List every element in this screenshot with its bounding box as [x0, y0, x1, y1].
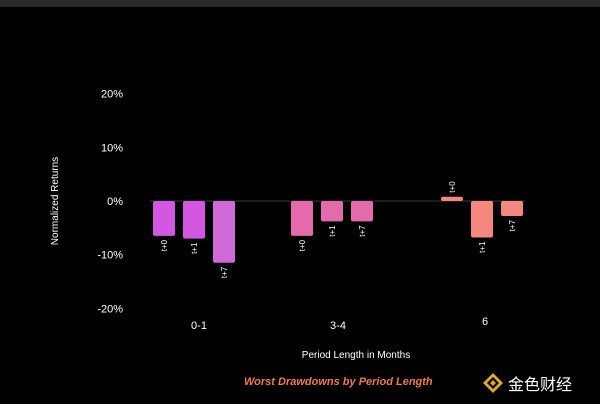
x-group-label: 6 [482, 316, 488, 328]
y-tick-label: 10% [101, 142, 123, 154]
watermark-text: 金色财经 [508, 377, 573, 394]
y-tick-label: 20% [101, 89, 123, 101]
bar [213, 201, 235, 263]
bar-tag-label: t+7 [508, 219, 517, 231]
bar-tag-label: t+7 [358, 225, 367, 237]
x-group-label: 3-4 [330, 320, 346, 332]
y-tick-label: -20% [97, 303, 123, 315]
bar [501, 201, 523, 217]
bar [153, 201, 175, 236]
bar [291, 201, 313, 236]
bar-tag-label: t+1 [478, 241, 487, 253]
golden-finance-logo-icon [483, 373, 503, 393]
bar [471, 201, 493, 238]
bar-tag-label: t+0 [448, 181, 457, 193]
y-tick-label: -10% [97, 250, 123, 262]
bar [351, 201, 373, 222]
y-axis-label: Normalized Returns [50, 157, 61, 245]
top-bar [0, 0, 600, 7]
bar-tag-label: t+1 [190, 242, 199, 254]
watermark: 金色财经 [482, 371, 572, 395]
x-group-label: 0-1 [191, 320, 207, 332]
x-axis-label: Period Length in Months [302, 350, 410, 361]
bar-tag-label: t+1 [328, 225, 337, 237]
y-tick-label: 0% [107, 196, 123, 208]
bar-tag-label: t+7 [220, 266, 229, 278]
bar [441, 196, 463, 201]
bar [183, 201, 205, 239]
bar-tag-label: t+0 [160, 239, 169, 251]
chart-caption: Worst Drawdowns by Period Length [244, 376, 433, 388]
bar [321, 201, 343, 222]
bar-tag-label: t+0 [298, 239, 307, 251]
